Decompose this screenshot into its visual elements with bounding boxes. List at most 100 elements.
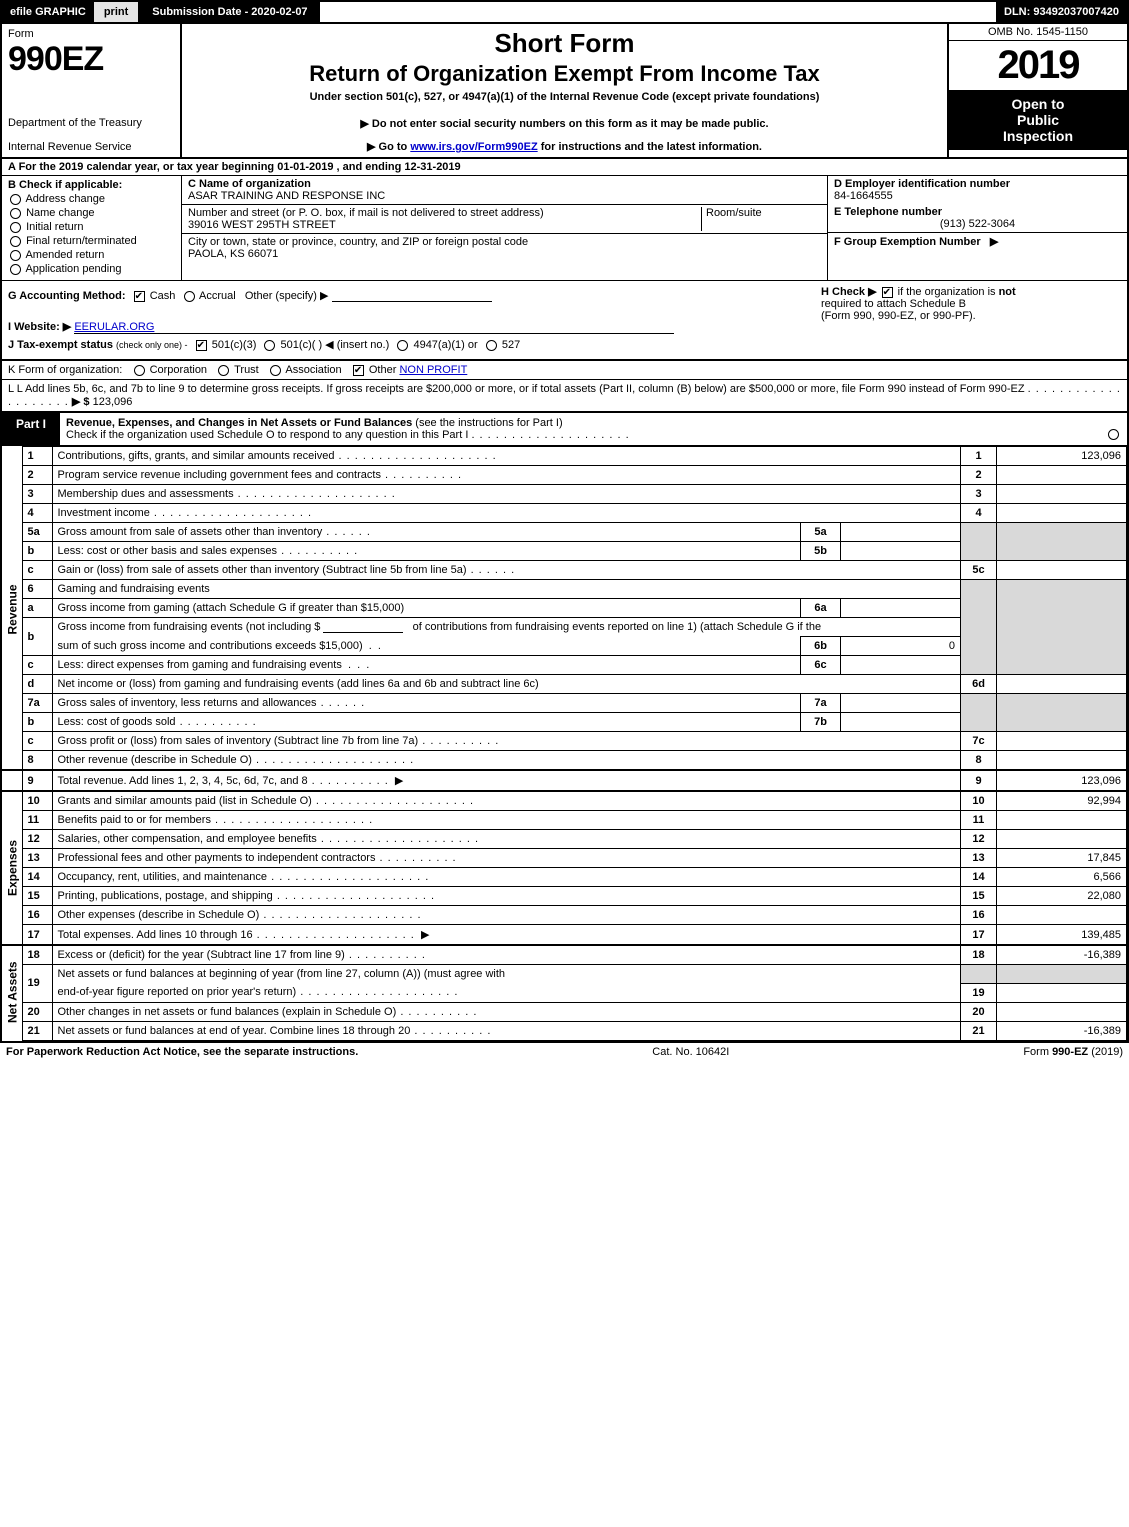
website-value[interactable]: EERULAR.ORG [74,321,674,334]
j-o2: 501(c)( ) [281,339,323,351]
row-4: 4 Investment income 4 [2,504,1127,523]
r3-val [997,485,1127,504]
r6a-num: a [22,599,52,618]
r2-val [997,466,1127,485]
line-l: L L Add lines 5b, 6c, and 7b to line 9 t… [2,380,1127,413]
chk-amended-return[interactable]: Amended return [8,249,175,261]
r4-num: 4 [22,504,52,523]
r6b-in: 6b [801,637,841,656]
part-i-checkbox[interactable] [1108,429,1119,440]
chk-address-change[interactable]: Address change [8,193,175,205]
k-trust-radio[interactable] [218,365,229,376]
r8-t: Other revenue (describe in Schedule O) [58,754,252,766]
r12-dots [317,833,479,845]
part-i-paren: (see the instructions for Part I) [415,417,562,429]
r1-t: Contributions, gifts, grants, and simila… [58,450,335,462]
topbar: efile GRAPHIC print Submission Date - 20… [2,2,1127,24]
r19-rn: 19 [961,983,997,1002]
chk-application-pending[interactable]: Application pending [8,263,175,275]
r6b-iv: 0 [841,637,961,656]
k-o2: Trust [234,364,259,376]
r6b-text1: Gross income from fundraising events (no… [52,618,961,637]
d-row: D Employer identification number 84-1664… [828,176,1127,204]
c-name-row: C Name of organization ASAR TRAINING AND… [182,176,827,205]
r6b-blank[interactable] [323,621,403,633]
r9-side [2,770,22,791]
r7c-rn: 7c [961,732,997,751]
r21-t: Net assets or fund balances at end of ye… [58,1025,411,1037]
room-suite: Room/suite [701,207,821,231]
r7c-num: c [22,732,52,751]
h-checkbox[interactable] [882,287,893,298]
r19-dots [296,986,458,998]
row-7a: 7a Gross sales of inventory, less return… [2,694,1127,713]
part-i-check-line: Check if the organization used Schedule … [66,429,468,441]
r11-val [997,811,1127,830]
footer-left: For Paperwork Reduction Act Notice, see … [6,1046,358,1058]
line-a-prefix: A For the 2019 calendar year, or tax yea… [8,161,277,173]
r16-rn: 16 [961,906,997,925]
r9-num: 9 [22,770,52,791]
row-6b-2: sum of such gross income and contributio… [2,637,1127,656]
irs-link[interactable]: www.irs.gov/Form990EZ [410,141,537,153]
footer-right: Form 990-EZ (2019) [1023,1046,1123,1058]
inspect-l2: Public [953,112,1123,128]
part-i-header: Part I Revenue, Expenses, and Changes in… [2,413,1127,446]
chk-final-return-label: Final return/terminated [26,235,137,247]
r10-rn: 10 [961,791,997,811]
k-corp-radio[interactable] [134,365,145,376]
f-label: F Group Exemption Number [834,236,981,248]
r1-dots [334,450,496,462]
chk-name-change[interactable]: Name change [8,207,175,219]
r9-text: Total revenue. Add lines 1, 2, 3, 4, 5c,… [52,770,961,791]
header-right: OMB No. 1545-1150 2019 Open to Public In… [947,24,1127,157]
k-other-checkbox[interactable] [353,365,364,376]
g-accrual-radio[interactable] [184,291,195,302]
g-cash-checkbox[interactable] [134,291,145,302]
r5a-in: 5a [801,523,841,542]
open-public-inspection: Open to Public Inspection [949,90,1127,150]
r20-text: Other changes in net assets or fund bala… [52,1002,961,1021]
j-501c3-checkbox[interactable] [196,340,207,351]
r7b-num: b [22,713,52,732]
r12-rn: 12 [961,830,997,849]
r17-dots [253,929,415,941]
r5a-t: Gross amount from sale of assets other t… [58,526,323,538]
r17-t2: Add lines 10 through 16 [134,929,253,941]
r14-val: 6,566 [997,868,1127,887]
c-street-label: Number and street (or P. O. box, if mail… [188,207,701,219]
r6c-in: 6c [801,656,841,675]
row-6b-1: b Gross income from fundraising events (… [2,618,1127,637]
r12-val [997,830,1127,849]
g-other-blank[interactable] [332,290,492,302]
b-label: B Check if applicable: [8,179,175,191]
r2-rn: 2 [961,466,997,485]
j-501c-radio[interactable] [264,340,275,351]
chk-final-return[interactable]: Final return/terminated [8,235,175,247]
row-15: 15 Printing, publications, postage, and … [2,887,1127,906]
k-label: K Form of organization: [8,364,122,376]
r18-val: -16,389 [997,945,1127,965]
lines-table: Revenue 1 Contributions, gifts, grants, … [2,446,1127,1041]
h-txt2: required to attach Schedule B [821,298,966,310]
g-other: Other (specify) ▶ [245,290,329,302]
j-o3: 4947(a)(1) or [413,339,477,351]
r21-text: Net assets or fund balances at end of ye… [52,1021,961,1040]
j-4947-radio[interactable] [397,340,408,351]
part-i-dots [471,429,629,441]
j-527-radio[interactable] [486,340,497,351]
r14-num: 14 [22,868,52,887]
k-assoc-radio[interactable] [270,365,281,376]
r8-dots [252,754,414,766]
r10-num: 10 [22,791,52,811]
print-button[interactable]: print [94,2,140,22]
r9-dots [308,775,389,787]
j-o1: 501(c)(3) [212,339,257,351]
r1-num: 1 [22,447,52,466]
r19-rn-shade [961,965,997,984]
r14-rn: 14 [961,868,997,887]
chk-initial-return[interactable]: Initial return [8,221,175,233]
r20-dots [396,1006,477,1018]
r2-t: Program service revenue including govern… [58,469,381,481]
r7a-in: 7a [801,694,841,713]
